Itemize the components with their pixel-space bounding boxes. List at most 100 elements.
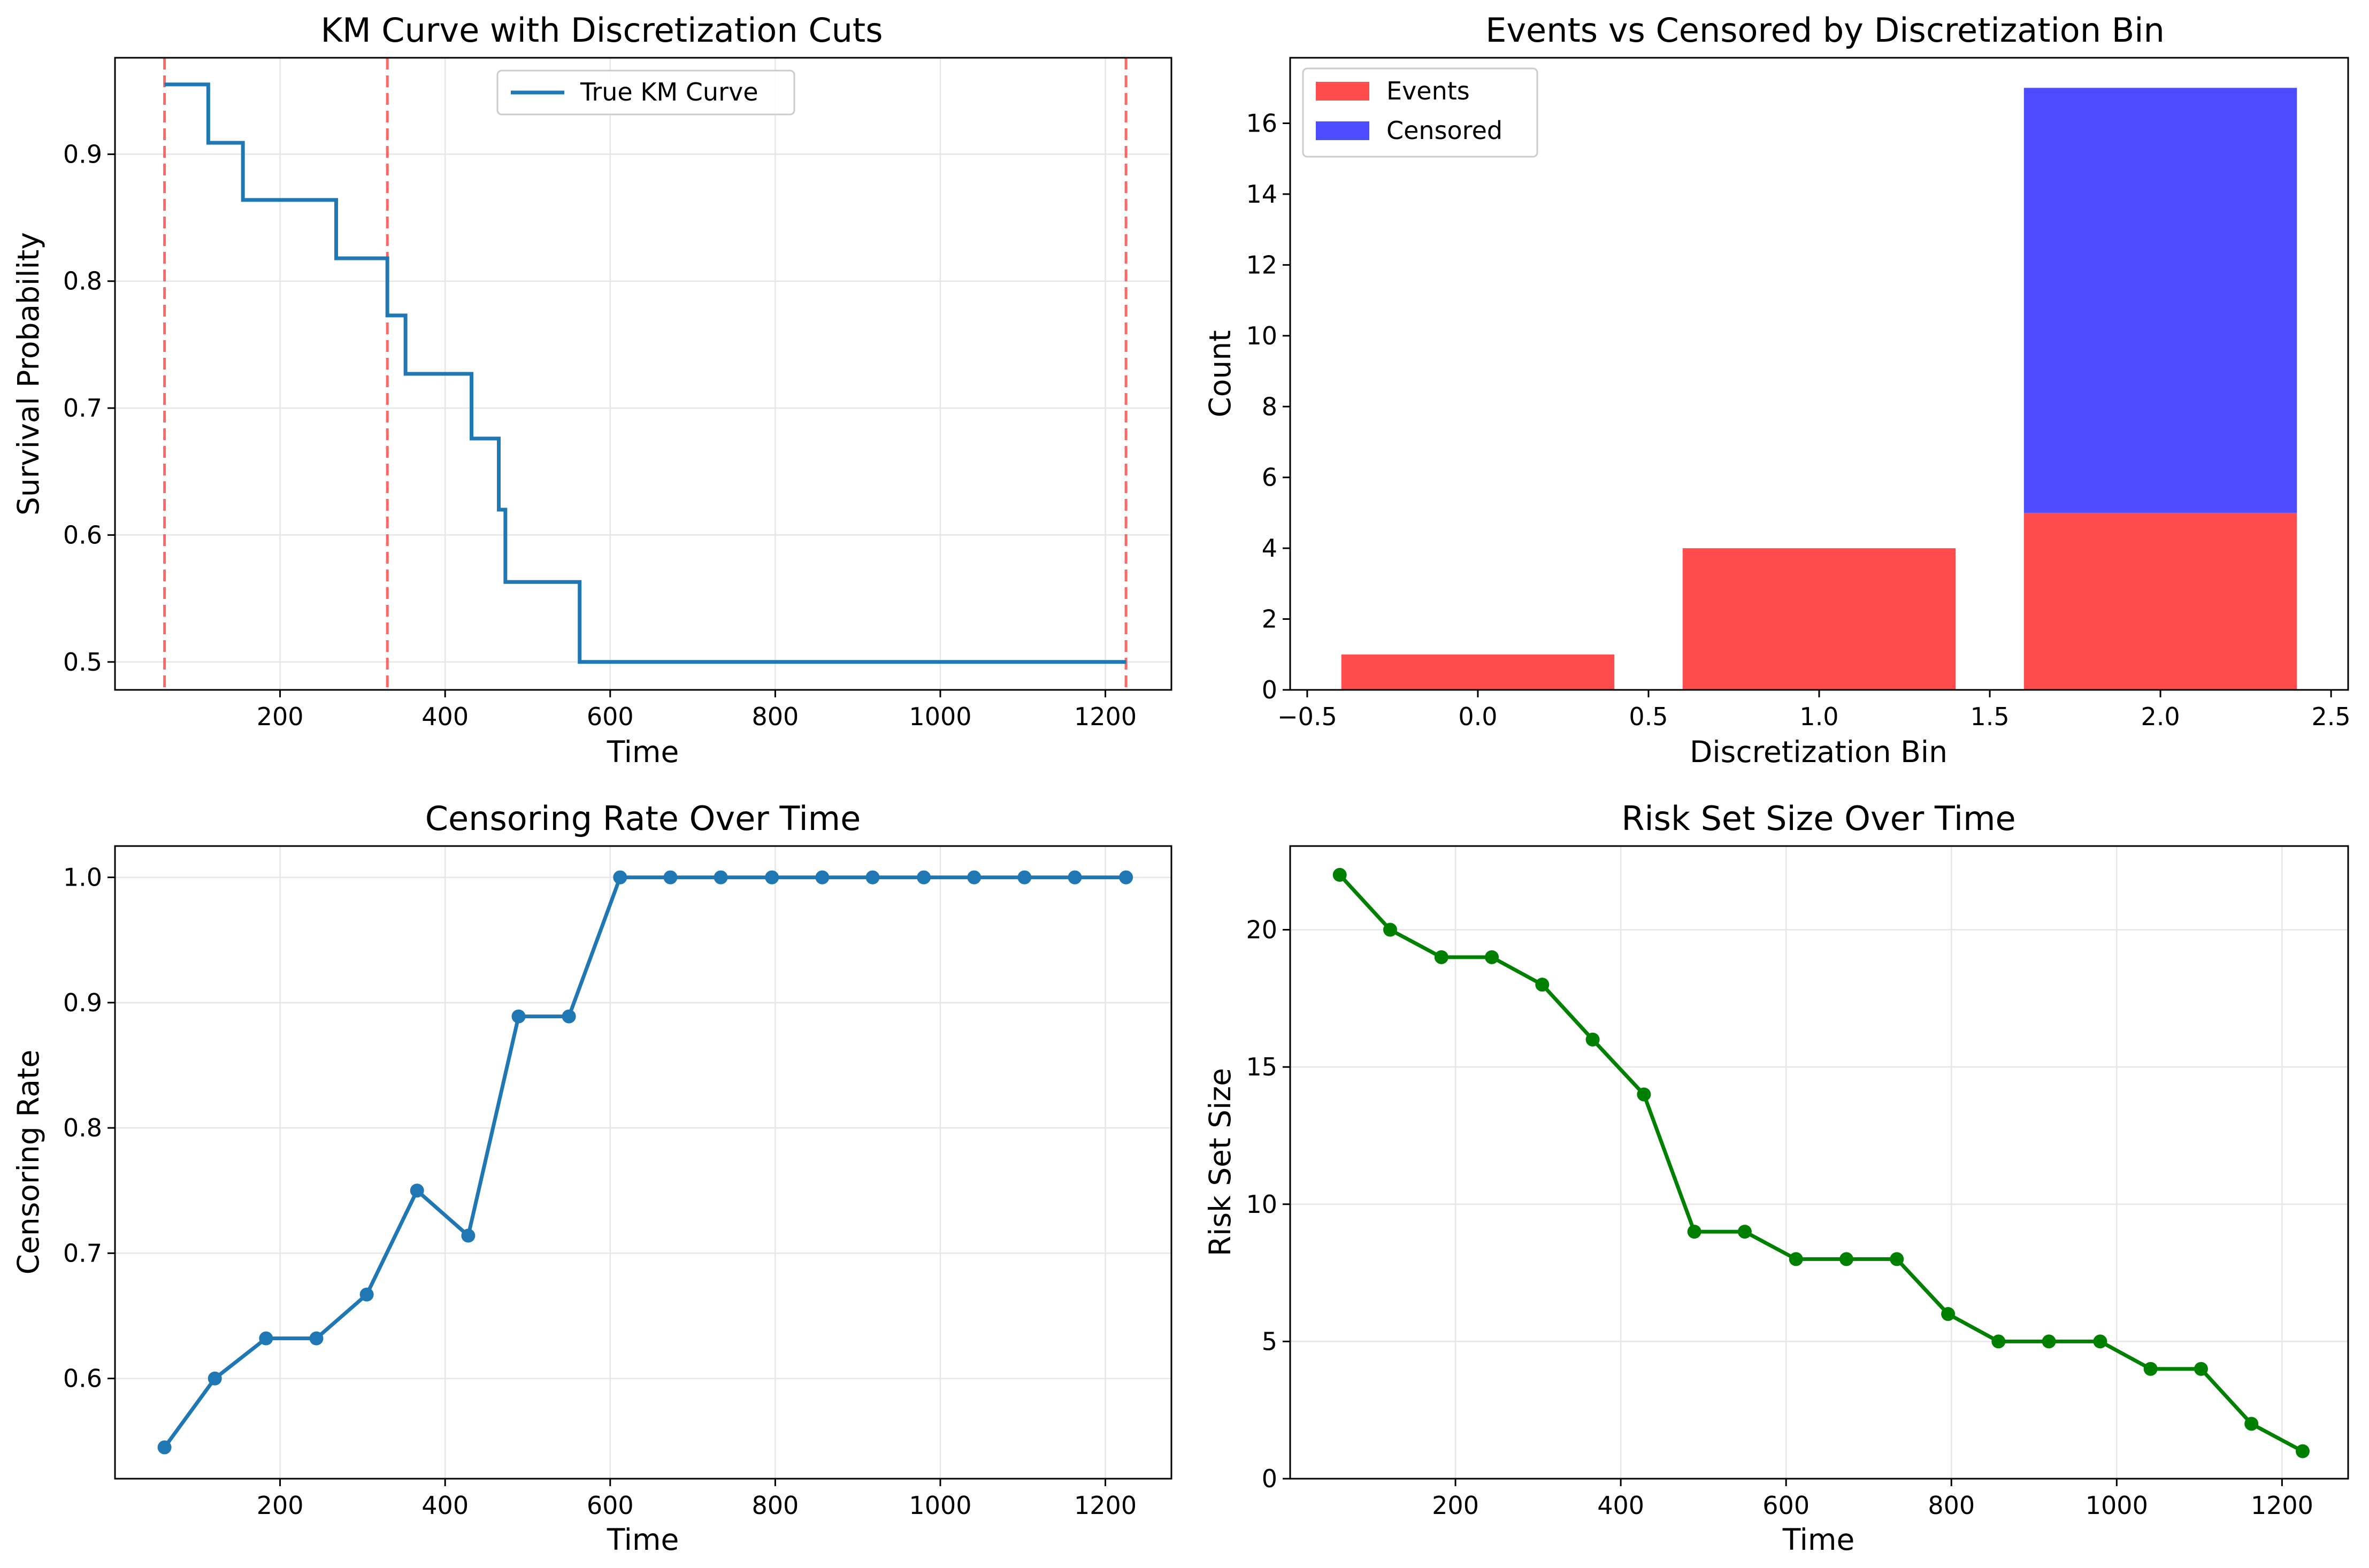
censoring-point [1017, 870, 1032, 885]
censoring-ytick-label: 0.6 [63, 1364, 102, 1393]
censoring-xtick-label: 1000 [909, 1491, 971, 1520]
censoring-panel: Censoring Rate Over Time 200 400 600 800 100… [11, 799, 1172, 1557]
censoring-xtick-label: 1200 [1074, 1491, 1137, 1520]
censoring-axes-frame [114, 845, 1172, 1480]
risk-point [1485, 950, 1499, 964]
km-xtick-label: 1000 [909, 702, 971, 731]
km-legend-label: True KM Curve [580, 78, 758, 106]
risk-ytick-label: 0 [1262, 1464, 1277, 1493]
risk-point [2244, 1417, 2259, 1431]
censoring-ytick-label: 0.8 [63, 1113, 102, 1142]
censoring-ytick-label: 0.9 [63, 988, 102, 1017]
risk-point [2296, 1444, 2310, 1458]
km-xlabel: Time [607, 735, 679, 769]
bins-legend: Events Censored [1302, 67, 1538, 158]
risk-point [1535, 978, 1550, 992]
km-legend: True KM Curve [496, 70, 795, 116]
risk-point [1890, 1252, 1904, 1266]
censoring-point [765, 870, 779, 885]
km-ticks: 200 400 600 800 1000 1200 0.5 0.6 0.7 0.8 0.9 [63, 140, 1137, 731]
events-bar [2023, 512, 2297, 690]
bins-ylabel: Count [1203, 330, 1237, 417]
bins-ytick-label: 12 [1246, 250, 1277, 279]
risk-point [1839, 1252, 1853, 1266]
censoring-xlabel: Time [607, 1523, 679, 1557]
censoring-ytick-label: 0.7 [63, 1239, 102, 1267]
censored-bar [2023, 88, 2297, 513]
km-series [164, 82, 1126, 664]
risk-xtick-label: 600 [1762, 1491, 1810, 1520]
bins-ytick-label: 16 [1246, 109, 1277, 138]
censoring-point [208, 1371, 222, 1386]
risk-axes-frame [1289, 845, 2349, 1480]
risk-point [1332, 867, 1347, 882]
censoring-point [562, 1009, 576, 1024]
bins-ytick-label: 10 [1246, 321, 1277, 350]
bins-ytick-label: 0 [1262, 675, 1277, 704]
risk-point [1585, 1032, 1600, 1047]
bins-legend-events-swatch [1316, 82, 1369, 101]
censoring-point [461, 1228, 476, 1243]
km-ytick-label: 0.8 [63, 267, 102, 296]
risk-ytick-label: 20 [1246, 916, 1277, 944]
censoring-point [714, 870, 728, 885]
bins-xtick-label: 2.0 [2141, 702, 2180, 731]
km-ytick-label: 0.6 [63, 520, 102, 549]
risk-line [1338, 873, 2304, 1453]
risk-point [2143, 1362, 2158, 1376]
censoring-point [613, 870, 627, 885]
censoring-xtick-label: 600 [587, 1491, 634, 1520]
censoring-point [917, 870, 931, 885]
censoring-point [157, 1440, 172, 1455]
censoring-point [511, 1009, 526, 1024]
km-xtick-label: 200 [257, 702, 304, 731]
km-xtick-label: 1200 [1074, 702, 1137, 731]
risk-point [1789, 1252, 1803, 1266]
censoring-point [1119, 870, 1133, 885]
km-xtick-label: 800 [752, 702, 799, 731]
km-axes-frame [114, 57, 1172, 691]
risk-ytick-label: 15 [1246, 1052, 1277, 1081]
risk-xtick-label: 800 [1928, 1491, 1975, 1520]
km-legend-box [496, 70, 795, 116]
censoring-xtick-label: 800 [752, 1491, 799, 1520]
km-title: KM Curve with Discretization Cuts [320, 11, 883, 50]
bins-xtick-label: 2.5 [2312, 702, 2351, 731]
risk-point [1941, 1307, 1956, 1321]
risk-xtick-label: 1200 [2251, 1491, 2313, 1520]
risk-title: Risk Set Size Over Time [1621, 799, 2015, 838]
bins-bars [1341, 88, 2297, 690]
bins-xtick-label: 1.5 [1970, 702, 2009, 731]
censoring-title: Censoring Rate Over Time [425, 799, 861, 838]
risk-ticks: 200 400 600 800 1000 1200 0 5 10 15 20 [1246, 916, 2313, 1520]
risk-point [1737, 1225, 1752, 1239]
events-bar [1682, 548, 1956, 690]
risk-xlabel: Time [1782, 1523, 1855, 1557]
km-ylabel: Survival Probability [11, 232, 45, 516]
risk-ylabel: Risk Set Size [1203, 1068, 1237, 1256]
risk-xtick-label: 1000 [2086, 1491, 2148, 1520]
bins-ytick-label: 14 [1246, 180, 1277, 209]
censoring-xtick-label: 400 [421, 1491, 469, 1520]
risk-point [1637, 1087, 1651, 1102]
censoring-grid [115, 846, 1171, 1479]
km-grid [115, 58, 1171, 690]
risk-point [1383, 923, 1397, 937]
bins-ytick-label: 4 [1262, 534, 1277, 563]
censoring-point [865, 870, 880, 885]
bins-panel: Events vs Censored by Discretization Bin… [1203, 11, 2351, 769]
censoring-point [410, 1183, 424, 1198]
bins-legend-censored-swatch [1316, 121, 1369, 140]
risk-point [2093, 1334, 2107, 1349]
bins-ytick-label: 2 [1262, 605, 1277, 634]
censoring-point [815, 870, 830, 885]
km-panel: KM Curve with Discretization Cuts 200 400… [11, 11, 1172, 769]
censoring-point [359, 1287, 374, 1302]
censoring-point [259, 1331, 273, 1346]
risk-point [2042, 1334, 2056, 1349]
bins-ticks: −0.5 0.0 0.5 1.0 1.5 2.0 2.5 0 2 4 6 8 10 12 14 16 [1246, 109, 2350, 731]
risk-point [2194, 1362, 2208, 1376]
censoring-ticks: 200 400 600 800 1000 1200 0.6 0.7 0.8 0.9 1.0 [63, 863, 1137, 1520]
censoring-line [163, 875, 1126, 1449]
